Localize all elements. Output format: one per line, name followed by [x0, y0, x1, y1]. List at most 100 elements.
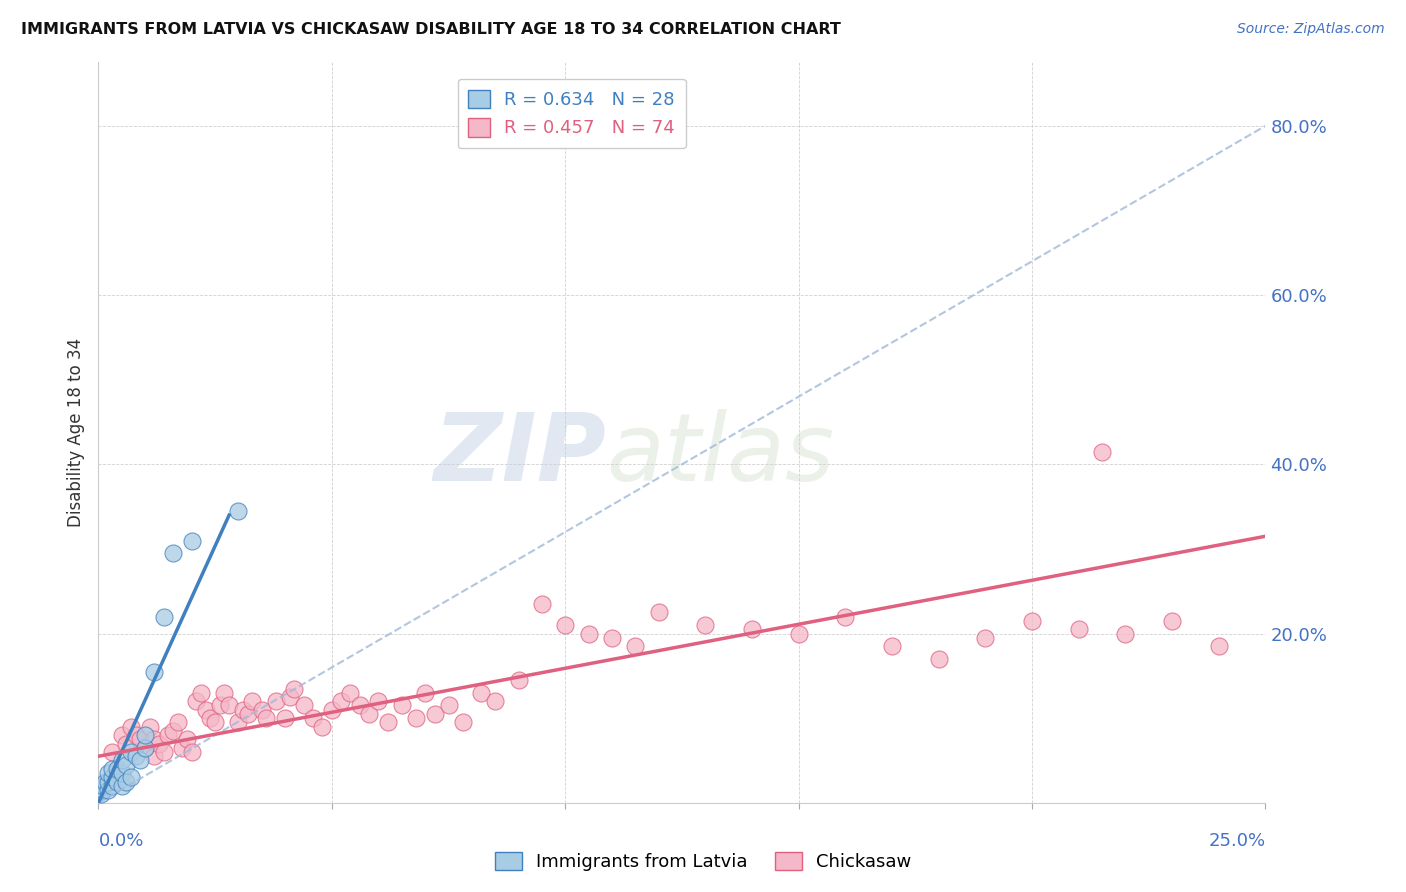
Point [236, 706, 259, 721]
Point [834, 609, 856, 624]
Point [311, 720, 333, 734]
Legend: Immigrants from Latvia, Chickasaw: Immigrants from Latvia, Chickasaw [488, 845, 918, 879]
Point [200, 711, 222, 725]
Point [125, 728, 148, 742]
Point [647, 606, 669, 620]
Point [530, 597, 553, 611]
Point [413, 686, 436, 700]
Point [741, 623, 763, 637]
Point [508, 673, 530, 687]
Point [600, 631, 623, 645]
Point [228, 504, 250, 518]
Point [204, 715, 226, 730]
Point [1208, 640, 1230, 654]
Point [148, 737, 170, 751]
Text: 25.0%: 25.0% [1208, 832, 1265, 850]
Point [214, 686, 236, 700]
Point [176, 732, 198, 747]
Point [125, 749, 148, 764]
Point [101, 762, 124, 776]
Point [1161, 614, 1184, 628]
Point [101, 745, 124, 759]
Point [1091, 444, 1114, 458]
Point [470, 686, 492, 700]
Point [134, 728, 156, 742]
Text: ZIP: ZIP [433, 409, 606, 500]
Point [152, 609, 174, 624]
Point [115, 757, 138, 772]
Point [162, 546, 184, 560]
Point [120, 720, 142, 734]
Point [194, 703, 217, 717]
Text: atlas: atlas [606, 409, 834, 500]
Point [143, 665, 166, 679]
Point [1114, 626, 1136, 640]
Point [484, 694, 506, 708]
Point [283, 681, 305, 696]
Point [437, 698, 460, 713]
Point [134, 740, 156, 755]
Text: 0.0%: 0.0% [98, 832, 143, 850]
Point [292, 698, 315, 713]
Point [232, 703, 254, 717]
Point [115, 774, 138, 789]
Point [274, 711, 297, 725]
Point [695, 618, 717, 632]
Point [91, 783, 114, 797]
Point [157, 728, 180, 742]
Point [554, 618, 576, 632]
Point [302, 711, 325, 725]
Point [1021, 614, 1043, 628]
Point [391, 698, 413, 713]
Point [578, 626, 600, 640]
Point [367, 694, 389, 708]
Point [349, 698, 371, 713]
Point [1067, 623, 1090, 637]
Point [787, 626, 810, 640]
Point [166, 715, 188, 730]
Text: IMMIGRANTS FROM LATVIA VS CHICKASAW DISABILITY AGE 18 TO 34 CORRELATION CHART: IMMIGRANTS FROM LATVIA VS CHICKASAW DISA… [21, 22, 841, 37]
Point [97, 766, 120, 780]
Point [97, 774, 120, 789]
Point [339, 686, 361, 700]
Point [359, 706, 381, 721]
Point [129, 754, 152, 768]
Point [330, 694, 353, 708]
Point [218, 698, 240, 713]
Point [264, 694, 287, 708]
Point [139, 720, 162, 734]
Point [129, 732, 152, 747]
Point [172, 740, 194, 755]
Text: Source: ZipAtlas.com: Source: ZipAtlas.com [1237, 22, 1385, 37]
Point [180, 745, 202, 759]
Point [321, 703, 343, 717]
Point [186, 694, 208, 708]
Point [97, 783, 120, 797]
Point [242, 694, 264, 708]
Point [111, 766, 134, 780]
Y-axis label: Disability Age 18 to 34: Disability Age 18 to 34 [66, 338, 84, 527]
Point [120, 745, 142, 759]
Point [250, 703, 273, 717]
Point [624, 640, 647, 654]
Point [423, 706, 446, 721]
Point [111, 754, 134, 768]
Point [134, 740, 156, 755]
Point [180, 533, 202, 548]
Point [101, 779, 124, 793]
Point [115, 737, 138, 751]
Point [143, 732, 166, 747]
Point [377, 715, 399, 730]
Point [143, 749, 166, 764]
Point [162, 723, 184, 738]
Point [90, 788, 112, 802]
Legend: R = 0.634   N = 28, R = 0.457   N = 74: R = 0.634 N = 28, R = 0.457 N = 74 [457, 78, 686, 148]
Point [974, 631, 997, 645]
Point [405, 711, 427, 725]
Point [111, 728, 134, 742]
Point [120, 771, 142, 785]
Point [278, 690, 301, 704]
Point [190, 686, 212, 700]
Point [228, 715, 250, 730]
Point [152, 745, 174, 759]
